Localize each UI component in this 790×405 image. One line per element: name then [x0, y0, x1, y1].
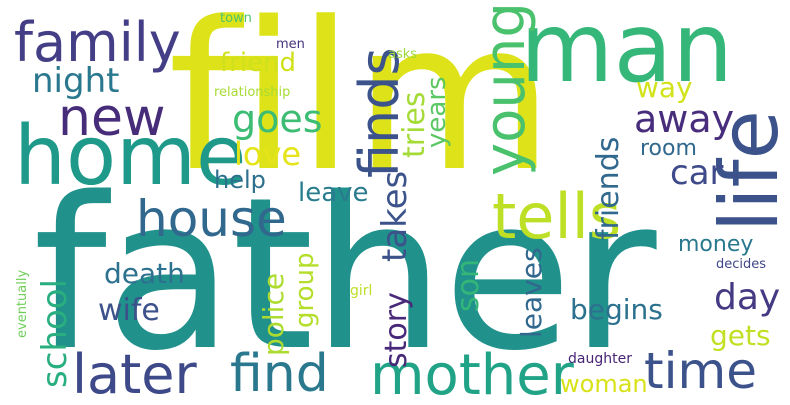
- word-girl: girl: [350, 283, 373, 299]
- word-way: way: [636, 71, 693, 104]
- word-leave: leave: [298, 178, 369, 208]
- word-begins: begins: [570, 293, 663, 326]
- word-find: find: [230, 344, 329, 404]
- word-young: young: [473, 2, 538, 176]
- word-takes: takes: [375, 170, 415, 262]
- word-goes: goes: [232, 97, 323, 141]
- word-father: father: [33, 152, 657, 397]
- word-group: group: [290, 252, 320, 328]
- word-later: later: [72, 343, 197, 405]
- word-men: men: [276, 37, 305, 52]
- word-day: day: [714, 277, 781, 318]
- word-friends: friends: [591, 136, 626, 240]
- word-new: new: [58, 88, 166, 148]
- word-eventually: eventually: [15, 269, 30, 338]
- word-house: house: [136, 190, 287, 248]
- word-home: home: [14, 109, 247, 204]
- word-school: school: [35, 278, 75, 388]
- word-away: away: [634, 97, 735, 141]
- word-film: film: [168, 0, 554, 217]
- word-friend: friend: [220, 48, 297, 78]
- word-car: car: [670, 153, 724, 193]
- word-years: years: [422, 76, 452, 148]
- word-man: man: [520, 0, 734, 104]
- word-daughter: daughter: [568, 351, 632, 367]
- word-decides: decides: [716, 257, 767, 272]
- word-wife: wife: [98, 293, 160, 328]
- word-money: money: [678, 232, 754, 257]
- word-family: family: [14, 11, 181, 74]
- word-mother: mother: [370, 343, 574, 405]
- word-love: love: [234, 135, 302, 173]
- word-death: death: [104, 257, 185, 290]
- word-night: night: [32, 61, 120, 101]
- word-tells: tells: [492, 180, 622, 253]
- word-relationship: relationship: [214, 85, 291, 100]
- word-son: son: [451, 259, 486, 312]
- word-town: town: [220, 11, 252, 26]
- word-leaves: leaves: [515, 247, 548, 338]
- word-asks: asks: [388, 47, 418, 62]
- word-help: help: [214, 166, 266, 194]
- word-story: story: [379, 292, 414, 368]
- word-gets: gets: [710, 319, 771, 352]
- word-room: room: [640, 136, 697, 161]
- word-woman: woman: [560, 370, 648, 398]
- word-police: police: [257, 272, 290, 356]
- word-cloud-frame: father film man life home family new nig…: [8, 0, 790, 404]
- word-time: time: [644, 342, 757, 400]
